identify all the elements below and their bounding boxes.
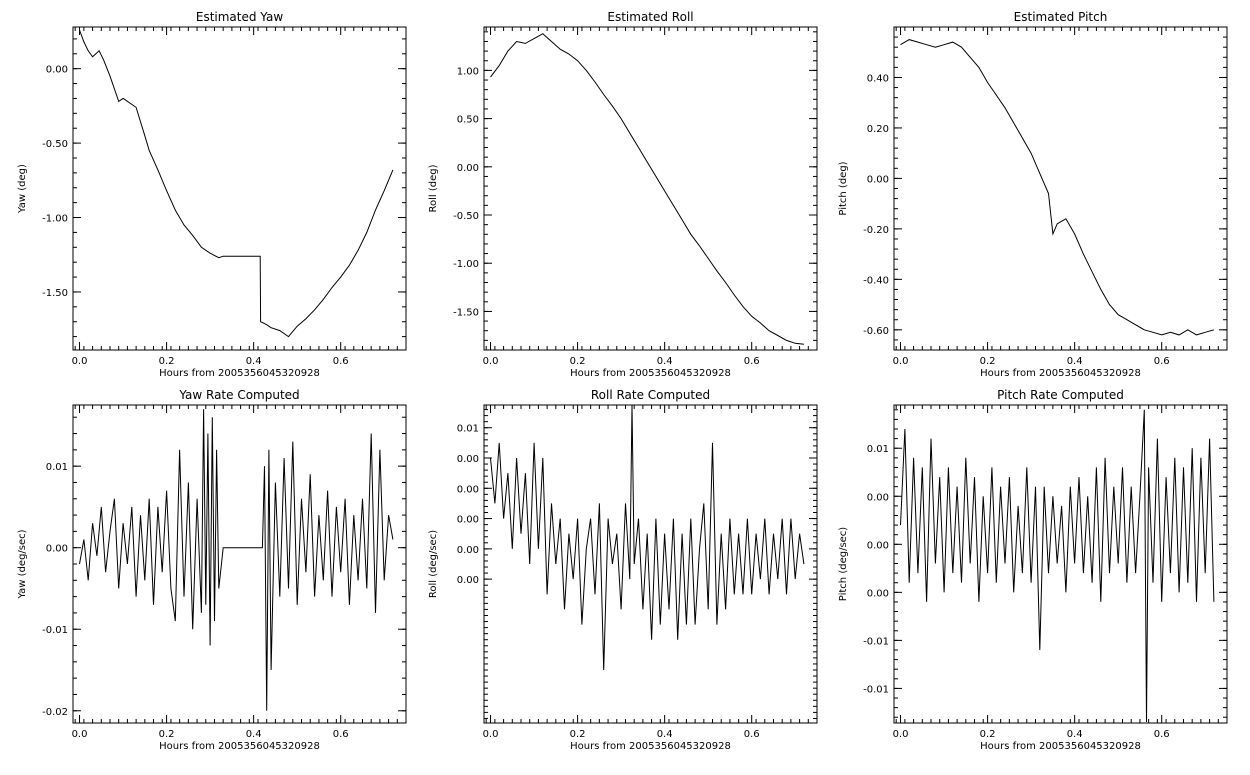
plot-frame — [483, 404, 818, 724]
series-line — [79, 409, 394, 711]
x-tick-label: 0.2 — [980, 729, 996, 740]
x-tick-label: 0.0 — [72, 356, 88, 367]
y-tick-label: -1.50 — [453, 307, 479, 318]
y-tick-label: 0.00 — [867, 540, 889, 551]
plot-frame — [483, 26, 818, 351]
chart-panel-6: Pitch Rate Computed Hours from 2005356045… — [838, 388, 1228, 752]
chart-panel-4: Yaw Rate Computed Hours from 200535604532… — [17, 388, 407, 752]
y-tick-label: -0.01 — [42, 625, 68, 636]
y-tick-label: -0.20 — [863, 225, 889, 236]
chart-title: Roll Rate Computed — [591, 388, 710, 402]
series-line — [490, 33, 804, 345]
y-tick-label: 0.00 — [46, 544, 68, 555]
x-axis-label: Hours from 2005356045320928 — [980, 741, 1141, 752]
x-tick-label: 0.4 — [657, 729, 673, 740]
y-tick-label: 0.00 — [457, 515, 479, 526]
plot-frame — [72, 26, 407, 351]
y-tick-label: 0.00 — [457, 163, 479, 174]
x-tick-label: 0.6 — [744, 729, 760, 740]
plot-frame — [72, 404, 407, 724]
y-tick-label: 0.00 — [457, 454, 479, 465]
y-tick-label: 0.01 — [46, 462, 68, 473]
x-tick-label: 0.4 — [657, 356, 673, 367]
chart-title: Yaw Rate Computed — [178, 388, 299, 402]
y-tick-label: 0.40 — [867, 73, 889, 84]
chart-title: Estimated Pitch — [1014, 10, 1108, 24]
x-tick-label: 0.4 — [1067, 729, 1083, 740]
chart-title: Estimated Roll — [607, 10, 693, 24]
y-tick-label: 0.50 — [457, 115, 479, 126]
y-axis-label: Yaw (deg/sec) — [17, 529, 28, 599]
y-tick-label: 0.00 — [867, 588, 889, 599]
x-tick-label: 0.6 — [333, 356, 349, 367]
chart-panel-3: Estimated Pitch Hours from 20053560453209… — [838, 10, 1228, 379]
x-tick-label: 0.0 — [72, 729, 88, 740]
y-tick-label: 0.00 — [867, 174, 889, 185]
chart-title: Estimated Yaw — [196, 10, 283, 24]
y-tick-label: 0.00 — [457, 545, 479, 556]
y-tick-label: -0.60 — [863, 326, 889, 337]
x-tick-label: 0.0 — [893, 729, 909, 740]
y-tick-label: -1.50 — [42, 288, 68, 299]
chart-panel-2: Estimated Roll Hours from 200535604532092… — [428, 10, 818, 379]
y-tick-label: -0.02 — [42, 707, 68, 718]
y-tick-label: -1.00 — [42, 214, 68, 225]
y-tick-label: -1.00 — [453, 259, 479, 270]
series-line — [900, 409, 1215, 723]
x-axis-label: Hours from 2005356045320928 — [570, 741, 731, 752]
y-axis-label: Pitch (deg) — [838, 161, 849, 215]
y-tick-label: 0.01 — [867, 444, 889, 455]
y-tick-label: -0.01 — [863, 684, 889, 695]
y-tick-label: 0.00 — [867, 492, 889, 503]
series-line — [79, 29, 394, 338]
x-tick-label: 0.6 — [744, 356, 760, 367]
x-tick-label: 0.6 — [333, 729, 349, 740]
y-tick-label: 0.20 — [867, 124, 889, 135]
x-axis-label: Hours from 2005356045320928 — [159, 741, 320, 752]
x-axis-label: Hours from 2005356045320928 — [159, 368, 320, 379]
y-axis-label: Yaw (deg) — [17, 164, 28, 214]
x-tick-label: 0.2 — [570, 729, 586, 740]
x-axis-label: Hours from 2005356045320928 — [570, 368, 731, 379]
chart-title: Pitch Rate Computed — [997, 388, 1124, 402]
y-tick-label: 0.01 — [457, 424, 479, 435]
x-tick-label: 0.2 — [570, 356, 586, 367]
y-axis-label: Pitch (deg/sec) — [838, 527, 849, 602]
y-tick-label: -0.40 — [863, 275, 889, 286]
y-axis-label: Roll (deg/sec) — [428, 530, 439, 598]
x-tick-label: 0.2 — [980, 356, 996, 367]
y-tick-label: 1.00 — [457, 66, 479, 77]
x-tick-label: 0.4 — [1067, 356, 1083, 367]
x-tick-label: 0.2 — [159, 729, 175, 740]
x-tick-label: 0.6 — [1154, 729, 1170, 740]
x-axis-label: Hours from 2005356045320928 — [980, 368, 1141, 379]
x-tick-label: 0.2 — [159, 356, 175, 367]
series-line — [900, 39, 1215, 336]
x-tick-label: 0.4 — [246, 729, 262, 740]
y-tick-label: -0.50 — [453, 211, 479, 222]
y-tick-label: -0.01 — [863, 636, 889, 647]
y-tick-label: 0.00 — [457, 575, 479, 586]
x-tick-label: 0.0 — [483, 729, 499, 740]
x-tick-label: 0.0 — [483, 356, 499, 367]
y-tick-label: -0.50 — [42, 139, 68, 150]
x-tick-label: 0.0 — [893, 356, 909, 367]
x-tick-label: 0.6 — [1154, 356, 1170, 367]
y-tick-label: 0.00 — [46, 65, 68, 76]
series-line — [490, 404, 805, 671]
y-axis-label: Roll (deg) — [428, 164, 439, 212]
chart-panel-5: Roll Rate Computed Hours from 20053560453… — [428, 388, 818, 752]
plot-frame — [893, 26, 1228, 351]
x-tick-label: 0.4 — [246, 356, 262, 367]
chart-panel-1: Estimated Yaw Hours from 2005356045320928… — [17, 10, 407, 379]
plot-frame — [893, 404, 1228, 724]
y-tick-label: 0.00 — [457, 484, 479, 495]
